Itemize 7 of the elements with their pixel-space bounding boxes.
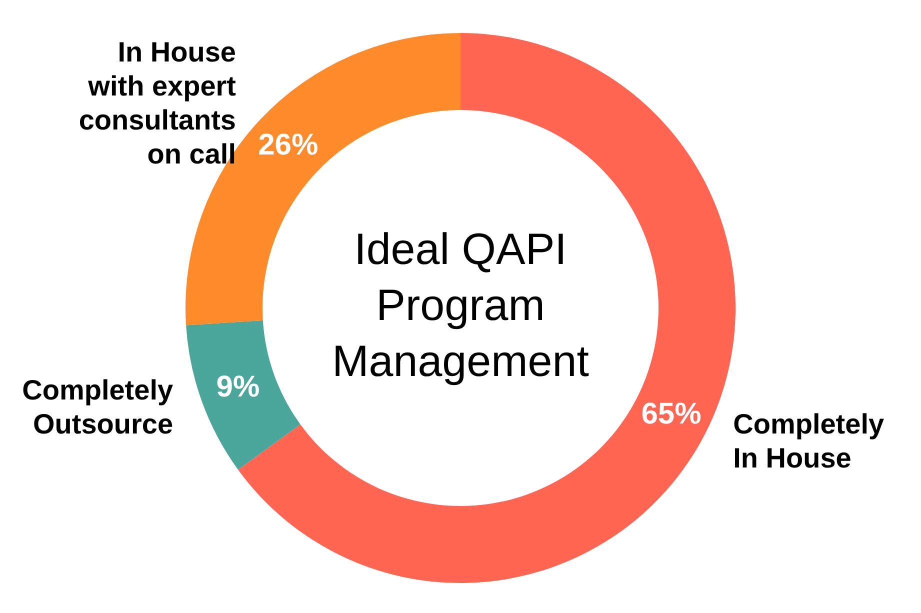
slice-label: In House with expert consultants on call: [78, 36, 236, 170]
slice-label: Completely In House: [733, 408, 884, 474]
text: Ideal QAPI Program Management: [332, 225, 589, 386]
slice-label: Completely Outsource: [22, 374, 174, 440]
data-label: 26%: [258, 128, 318, 162]
data-label: 65%: [641, 398, 702, 431]
data-label: 9%: [216, 370, 260, 404]
